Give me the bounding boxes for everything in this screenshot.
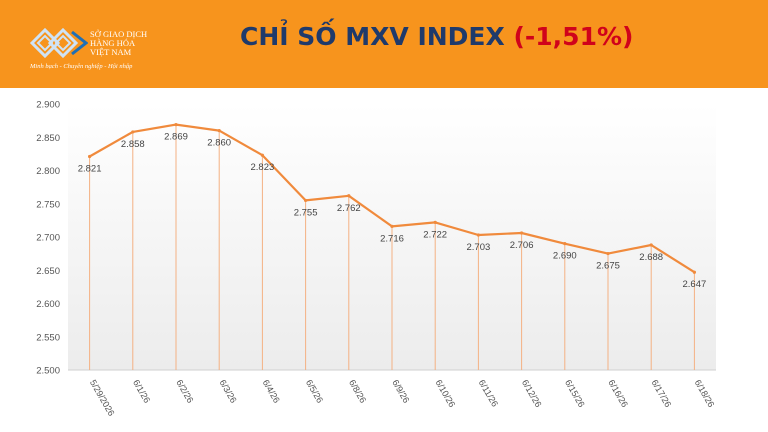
- data-point: [174, 123, 178, 127]
- title-change: (-1,51%): [513, 22, 634, 51]
- data-label: 2.722: [423, 229, 447, 240]
- line-chart: 2.500 2.550 2.600 2.650 2.700 2.750 2.800 2.850…: [36, 100, 717, 418]
- x-tick-label: 5/29/2026: [88, 378, 117, 418]
- x-tick-label: 6/5/26: [304, 378, 325, 405]
- x-tick-label: 6/4/26: [261, 378, 282, 405]
- data-point: [433, 220, 437, 224]
- data-label: 2.821: [78, 164, 102, 175]
- data-points: [88, 123, 697, 274]
- y-tick-label: 2.600: [36, 299, 60, 310]
- y-tick-label: 2.900: [36, 100, 60, 111]
- y-tick-label: 2.500: [36, 366, 60, 377]
- data-label: 2.703: [467, 242, 491, 253]
- data-point: [217, 129, 221, 133]
- data-label: 2.755: [294, 207, 318, 218]
- title-main: CHỈ SỐ MXV INDEX: [240, 22, 514, 51]
- data-point: [692, 270, 697, 274]
- x-tick-label: 6/3/26: [217, 378, 238, 405]
- drop-lines: [89, 124, 695, 370]
- data-point: [88, 154, 92, 159]
- x-tick-label: 6/11/26: [477, 378, 500, 408]
- data-label: 2.762: [337, 203, 361, 214]
- x-tick-label: 6/12/26: [520, 378, 544, 409]
- y-tick-label: 2.650: [36, 266, 60, 277]
- data-point: [390, 224, 394, 228]
- data-point: [520, 231, 524, 235]
- logo-tagline: Minh bạch - Chuyên nghiệp - Hội nhập: [30, 63, 133, 70]
- data-point: [649, 243, 653, 247]
- data-label: 2.716: [380, 233, 404, 244]
- x-tick-label: 6/1/26: [131, 378, 152, 405]
- data-point: [347, 194, 351, 198]
- x-tick-label: 6/16/26: [606, 378, 630, 409]
- data-label: 2.823: [251, 162, 275, 173]
- y-tick-label: 2.750: [36, 199, 60, 210]
- y-tick-label: 2.550: [36, 332, 60, 343]
- x-tick-label: 6/18/26: [693, 378, 717, 409]
- data-labels: 2.821 2.858 2.869 2.860 2.823 2.755 2.762 2.716…: [78, 132, 707, 291]
- mxv-logo-icon: [29, 27, 88, 59]
- y-tick-label: 2.700: [36, 233, 60, 244]
- logo-line-3: VIỆT NAM: [90, 47, 132, 57]
- logo-line-2: HÀNG HÓA: [90, 38, 136, 48]
- data-point: [476, 233, 480, 237]
- data-point: [131, 130, 135, 134]
- data-label: 2.858: [121, 139, 145, 150]
- logo-line-1: SỞ GIAO DỊCH: [90, 29, 148, 39]
- data-label: 2.647: [683, 279, 707, 290]
- page-title: CHỈ SỐ MXV INDEX (-1,51%): [240, 22, 633, 51]
- y-axis: 2.500 2.550 2.600 2.650 2.700 2.750 2.800 2.850…: [36, 100, 60, 377]
- x-tick-label: 6/2/26: [174, 378, 195, 405]
- x-axis: 5/29/2026 6/1/26 6/2/26 6/3/26 6/4/26 6/5/26 6…: [68, 369, 717, 418]
- y-tick-label: 2.800: [36, 166, 60, 177]
- data-point: [304, 198, 308, 203]
- data-point: [606, 252, 610, 256]
- data-label: 2.860: [207, 138, 231, 149]
- x-tick-label: 6/8/26: [347, 378, 368, 405]
- y-tick-label: 2.850: [36, 133, 60, 144]
- data-point: [260, 153, 264, 157]
- data-label: 2.706: [510, 240, 534, 251]
- data-label: 2.869: [164, 132, 188, 143]
- header-banner: SỞ GIAO DỊCH HÀNG HÓA VIỆT NAM Minh bạch…: [0, 0, 768, 88]
- data-label: 2.688: [639, 252, 663, 263]
- x-tick-label: 6/17/26: [649, 378, 673, 409]
- x-tick-label: 6/10/26: [433, 378, 457, 409]
- data-point: [563, 242, 567, 246]
- x-tick-label: 6/9/26: [390, 378, 411, 405]
- data-label: 2.675: [596, 261, 620, 272]
- x-tick-label: 6/15/26: [563, 378, 587, 409]
- logo-text: SỞ GIAO DỊCH HÀNG HÓA VIỆT NAM: [90, 30, 147, 57]
- data-label: 2.690: [553, 251, 577, 262]
